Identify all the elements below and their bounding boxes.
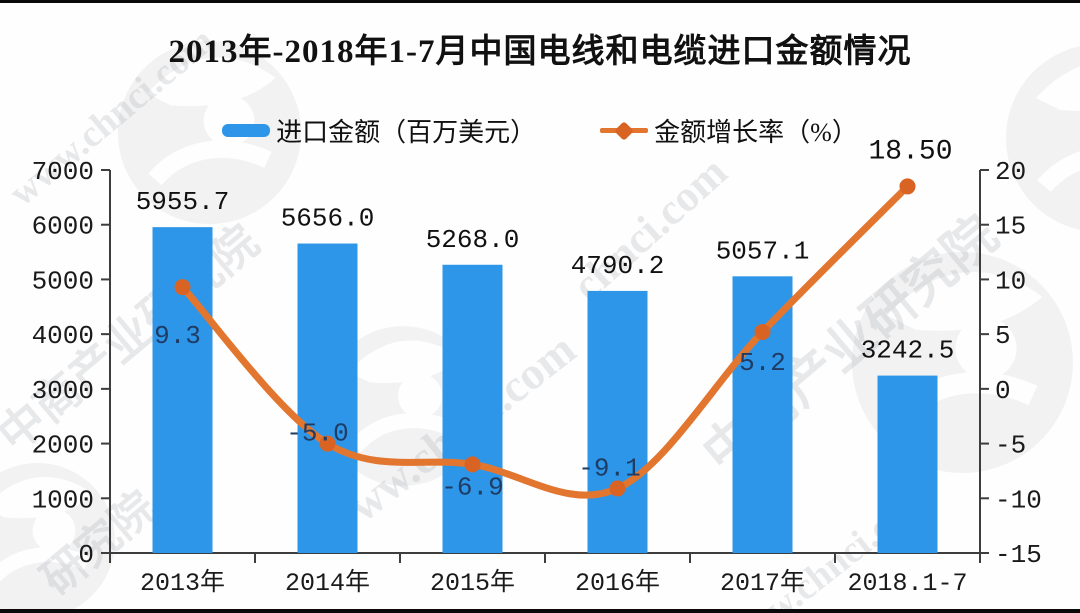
bar-value-label: 5656.0 — [281, 204, 375, 234]
y-axis-left-tick-label: 0 — [78, 540, 94, 570]
y-axis-right-tick-label: -10 — [995, 485, 1042, 515]
bar — [152, 227, 213, 553]
bar — [297, 243, 358, 553]
x-axis-category-label: 2016年 — [575, 568, 660, 598]
y-axis-right-tick-label: 5 — [995, 321, 1011, 351]
growth-rate-label: -6.9 — [441, 472, 503, 502]
y-axis-right-tick-label: 15 — [995, 212, 1026, 242]
line-marker — [754, 323, 771, 340]
chart-legend: 进口金额（百万美元） 金额增长率（%） — [0, 112, 1080, 149]
growth-rate-label: 9.3 — [154, 321, 201, 351]
y-axis-left-tick-label: 4000 — [32, 321, 94, 351]
line-marker — [609, 480, 626, 497]
y-axis-right-tick-label: -5 — [995, 431, 1026, 461]
growth-rate-label: -5.0 — [286, 419, 348, 449]
bar-value-label: 5057.1 — [716, 236, 810, 266]
y-axis-left-tick-label: 3000 — [32, 376, 94, 406]
y-axis-left-tick-label: 6000 — [32, 212, 94, 242]
x-axis-category-label: 2018.1-7 — [847, 569, 967, 598]
bar-value-label: 5955.7 — [136, 187, 230, 217]
y-axis-left-tick-label: 1000 — [32, 485, 94, 515]
legend-label-growth-rate: 金额增长率（%） — [654, 118, 858, 147]
y-axis-left-tick-label: 2000 — [32, 431, 94, 461]
line-marker — [899, 178, 916, 195]
y-axis-right-tick-label: 0 — [995, 376, 1011, 406]
bar — [877, 375, 938, 553]
growth-rate-label: 5.2 — [739, 348, 786, 378]
y-axis-right-tick-label: -15 — [995, 540, 1042, 570]
legend-label-import-amount: 进口金额（百万美元） — [276, 118, 537, 147]
y-axis-left-tick-label: 5000 — [32, 266, 94, 296]
growth-rate-line — [179, 182, 911, 499]
line-marker — [464, 456, 481, 473]
bar — [587, 290, 648, 553]
bar-value-label: 5268.0 — [426, 225, 520, 255]
chart-title: 2013年-2018年1-7月中国电线和电缆进口金额情况 — [168, 34, 912, 70]
legend-item-import-amount: 进口金额（百万美元） — [222, 112, 536, 149]
plot-area: 0 1000 2000 3000 4000 5000 6000 7000 20 15 10 5 0 -5 -… — [32, 136, 1042, 598]
growth-rate-label: 18.50 — [868, 136, 952, 167]
bar — [732, 276, 793, 553]
x-axis-category-label: 2015年 — [430, 568, 515, 598]
bar-value-label: 3242.5 — [861, 336, 955, 366]
bar-series-swatch — [222, 124, 271, 137]
bar-value-label: 4790.2 — [571, 251, 665, 281]
y-axis-right-tick-label: 20 — [995, 157, 1026, 187]
legend-item-growth-rate: 金额增长率（%） — [600, 112, 858, 149]
line-marker — [174, 279, 191, 296]
x-axis-category-label: 2014年 — [285, 568, 370, 598]
y-axis-left-tick-label: 7000 — [32, 157, 94, 187]
bar — [442, 264, 503, 553]
x-axis-category-label: 2017年 — [720, 568, 805, 598]
line-series-swatch — [600, 120, 649, 141]
line-marker-swatch — [614, 120, 635, 141]
y-axis-right-tick-label: 10 — [995, 266, 1026, 296]
x-axis-category-label: 2013年 — [140, 568, 225, 598]
growth-rate-label: -9.1 — [578, 453, 640, 483]
